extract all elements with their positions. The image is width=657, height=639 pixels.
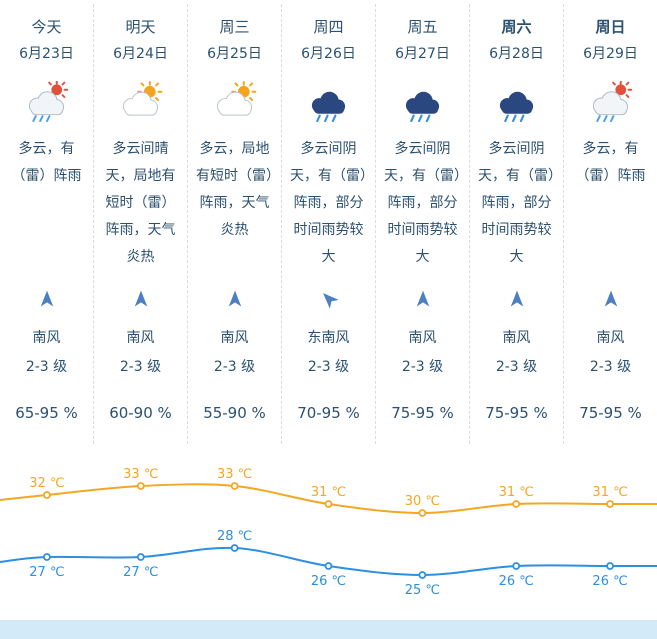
day-column-sun[interactable]: 周日 6月29日 多云，有（雷）阵雨 南风 2-3 级 75-95 % (564, 4, 657, 444)
weather-description: 多云间晴天，局地有短时（雷）阵雨，天气炎热 (105, 141, 176, 265)
day-name: 周四 (313, 18, 344, 36)
wind-arrow-icon (564, 284, 657, 323)
humidity-range: 60-90 % (109, 404, 172, 422)
day-date: 6月23日 (19, 46, 74, 62)
svg-text:27 ℃: 27 ℃ (123, 565, 158, 580)
weather-description: 多云间阴天，有（雷）阵雨，部分时间雨势较大 (384, 141, 461, 265)
weather-description: 多云间阴天，有（雷）阵雨，部分时间雨势较大 (478, 141, 555, 265)
wind-direction: 南风 (220, 330, 249, 346)
svg-text:28 ℃: 28 ℃ (217, 529, 252, 544)
day-name: 周三 (219, 18, 250, 36)
humidity-range: 55-90 % (203, 404, 266, 422)
day-name: 周日 (595, 18, 626, 36)
day-date: 6月26日 (301, 46, 356, 62)
wind-arrow-icon (376, 284, 469, 323)
svg-text:33 ℃: 33 ℃ (123, 467, 158, 482)
day-column-wed[interactable]: 周三 6月25日 多云，局地有短时（雷）阵雨，天气炎热 南风 2-3 级 55-… (188, 4, 282, 444)
svg-text:31 ℃: 31 ℃ (592, 485, 627, 500)
svg-text:27 ℃: 27 ℃ (29, 565, 64, 580)
wind-arrow-icon (470, 284, 563, 323)
svg-text:31 ℃: 31 ℃ (311, 485, 346, 500)
day-date: 6月29日 (583, 46, 638, 62)
weather-description: 多云间阴天，有（雷）阵雨，部分时间雨势较大 (290, 141, 367, 265)
day-date: 6月24日 (113, 46, 168, 62)
wind-arrow-icon (94, 284, 187, 323)
humidity-range: 65-95 % (15, 404, 78, 422)
svg-text:31 ℃: 31 ℃ (499, 485, 534, 500)
forecast-columns: 今天 6月23日 多云，有（雷）阵雨 南风 2-3 级 65-95 % 明天 6… (0, 4, 657, 444)
weather-description: 多云，局地有短时（雷）阵雨，天气炎热 (196, 141, 273, 238)
day-name: 明天 (125, 18, 156, 36)
temperature-chart: 32 ℃ 33 ℃ 33 ℃ 31 ℃ 30 ℃ 31 ℃ 31 ℃ 27 ℃ 27 ℃ 28 ℃… (0, 448, 657, 620)
weather-description: 多云，有（雷）阵雨 (575, 141, 646, 184)
humidity-range: 75-95 % (485, 404, 548, 422)
day-name: 周六 (501, 18, 532, 36)
wind-direction: 南风 (502, 330, 531, 346)
wind-arrow-icon (282, 284, 375, 323)
svg-text:26 ℃: 26 ℃ (499, 574, 534, 589)
wind-direction: 南风 (408, 330, 437, 346)
wind-level: 2-3 级 (307, 359, 350, 375)
day-date: 6月25日 (207, 46, 262, 62)
wind-level: 2-3 级 (25, 359, 68, 375)
svg-text:26 ℃: 26 ℃ (311, 574, 346, 589)
humidity-range: 75-95 % (579, 404, 642, 422)
day-date: 6月28日 (489, 46, 544, 62)
wind-level: 2-3 级 (495, 359, 538, 375)
day-column-sat[interactable]: 周六 6月28日 多云间阴天，有（雷）阵雨，部分时间雨势较大 南风 2-3 级 … (470, 4, 564, 444)
day-column-thu[interactable]: 周四 6月26日 多云间阴天，有（雷）阵雨，部分时间雨势较大 东南风 2-3 级… (282, 4, 376, 444)
footer-strip (0, 620, 657, 639)
weather-icon (376, 70, 469, 132)
wind-arrow-icon (188, 284, 281, 323)
svg-text:33 ℃: 33 ℃ (217, 467, 252, 482)
wind-level: 2-3 级 (119, 359, 162, 375)
wind-arrow-icon (0, 284, 93, 323)
svg-text:32 ℃: 32 ℃ (29, 476, 64, 491)
day-name: 周五 (407, 18, 438, 36)
humidity-range: 70-95 % (297, 404, 360, 422)
wind-level: 2-3 级 (589, 359, 632, 375)
humidity-range: 75-95 % (391, 404, 454, 422)
wind-direction: 南风 (596, 330, 625, 346)
weather-icon (188, 70, 281, 132)
wind-level: 2-3 级 (401, 359, 444, 375)
wind-direction: 南风 (126, 330, 155, 346)
day-date: 6月27日 (395, 46, 450, 62)
wind-direction: 南风 (32, 330, 61, 346)
wind-direction: 东南风 (307, 330, 350, 346)
svg-text:30 ℃: 30 ℃ (405, 494, 440, 509)
weather-icon (282, 70, 375, 132)
weather-icon (564, 70, 657, 132)
day-column-tomorrow[interactable]: 明天 6月24日 多云间晴天，局地有短时（雷）阵雨，天气炎热 南风 2-3 级 … (94, 4, 188, 444)
wind-level: 2-3 级 (213, 359, 256, 375)
day-name: 今天 (31, 18, 62, 36)
svg-text:25 ℃: 25 ℃ (405, 583, 440, 598)
weather-icon (0, 70, 93, 132)
weather-icon (94, 70, 187, 132)
svg-text:26 ℃: 26 ℃ (592, 574, 627, 589)
weather-description: 多云，有（雷）阵雨 (11, 141, 82, 184)
weather-icon (470, 70, 563, 132)
day-column-fri[interactable]: 周五 6月27日 多云间阴天，有（雷）阵雨，部分时间雨势较大 南风 2-3 级 … (376, 4, 470, 444)
day-column-today[interactable]: 今天 6月23日 多云，有（雷）阵雨 南风 2-3 级 65-95 % (0, 4, 94, 444)
